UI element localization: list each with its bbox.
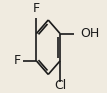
Text: OH: OH bbox=[80, 27, 99, 40]
Text: F: F bbox=[33, 2, 40, 15]
Text: Cl: Cl bbox=[54, 79, 66, 92]
Text: F: F bbox=[14, 54, 21, 67]
